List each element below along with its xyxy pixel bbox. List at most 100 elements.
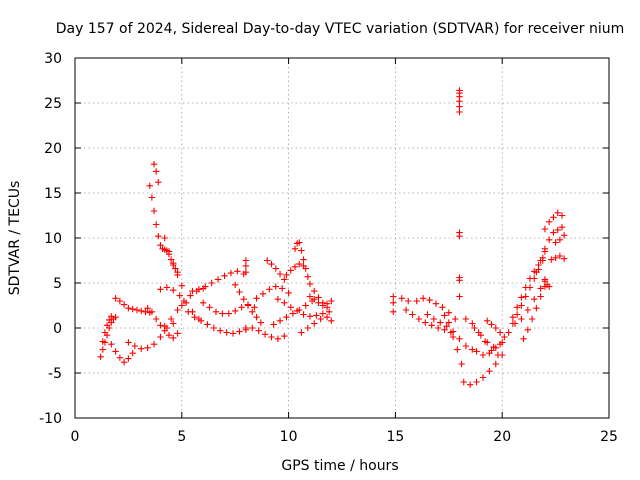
data-point xyxy=(227,269,235,277)
series-arc40 xyxy=(511,276,549,327)
data-point xyxy=(522,284,529,291)
data-point xyxy=(535,261,542,269)
data-point xyxy=(306,280,314,288)
data-point xyxy=(174,271,181,279)
data-point xyxy=(152,221,160,228)
data-point xyxy=(541,245,549,252)
data-point xyxy=(300,256,307,263)
data-point xyxy=(240,296,247,303)
data-point xyxy=(108,341,115,348)
data-point xyxy=(313,312,320,319)
data-point xyxy=(469,346,476,353)
data-point xyxy=(120,301,128,308)
data-point xyxy=(253,295,260,302)
series-arc45 xyxy=(541,278,553,290)
data-point xyxy=(165,332,173,339)
data-point xyxy=(221,272,228,279)
y-tick-label: -10 xyxy=(39,411,62,427)
series-arc3 xyxy=(108,341,136,366)
data-point xyxy=(554,226,561,234)
data-point xyxy=(253,314,260,321)
series-arc46 xyxy=(552,232,568,246)
data-point xyxy=(281,276,288,283)
data-point xyxy=(430,315,438,323)
data-point xyxy=(306,313,314,320)
data-point xyxy=(296,239,303,246)
series-arc9 xyxy=(161,234,185,289)
data-point xyxy=(486,368,493,375)
series-arc30 xyxy=(441,312,465,368)
data-point xyxy=(456,87,463,94)
data-point xyxy=(552,239,559,246)
data-point xyxy=(167,315,175,323)
data-point xyxy=(302,302,309,309)
data-point xyxy=(471,324,478,332)
data-point xyxy=(413,297,420,305)
data-point xyxy=(311,320,318,327)
x-tick-label: 5 xyxy=(177,429,186,445)
data-point xyxy=(170,320,177,327)
data-point xyxy=(195,286,203,293)
data-point xyxy=(496,329,504,336)
data-point xyxy=(125,305,132,312)
data-point xyxy=(97,353,104,360)
data-point xyxy=(556,236,564,243)
y-tick-label: 10 xyxy=(44,231,62,247)
data-point xyxy=(180,297,188,305)
data-point xyxy=(456,108,463,116)
data-point xyxy=(101,329,109,336)
data-point xyxy=(185,308,192,315)
data-point xyxy=(148,194,156,201)
data-point xyxy=(99,346,106,353)
data-point xyxy=(550,229,557,236)
data-point xyxy=(439,304,446,311)
data-point xyxy=(473,378,480,386)
data-point xyxy=(452,315,459,323)
data-point xyxy=(157,333,164,341)
data-point xyxy=(170,287,177,294)
data-point xyxy=(291,263,299,270)
data-point xyxy=(170,260,177,267)
data-point xyxy=(178,302,185,309)
data-point xyxy=(454,346,461,353)
data-point xyxy=(558,212,566,219)
series-arc42 xyxy=(533,224,566,276)
data-point xyxy=(462,315,470,323)
data-point xyxy=(432,300,440,307)
data-point xyxy=(449,328,457,335)
data-point xyxy=(208,279,215,287)
data-point xyxy=(150,161,158,168)
data-point xyxy=(445,319,452,326)
data-point xyxy=(138,345,145,352)
data-point xyxy=(191,314,198,321)
data-point xyxy=(494,351,502,359)
series-arc31 xyxy=(456,87,463,116)
data-point xyxy=(112,314,119,321)
data-point xyxy=(520,335,527,342)
data-point xyxy=(304,273,312,280)
data-point xyxy=(492,344,499,351)
data-point xyxy=(144,344,151,351)
data-point xyxy=(462,342,470,350)
series-arc16 xyxy=(242,257,250,276)
data-point xyxy=(148,308,156,315)
data-point xyxy=(281,299,288,306)
data-point xyxy=(112,295,119,302)
data-point xyxy=(249,308,256,315)
y-tick-label: 20 xyxy=(44,141,62,157)
data-point xyxy=(524,306,532,314)
data-point xyxy=(415,315,423,323)
data-point xyxy=(328,317,335,324)
data-point xyxy=(257,319,265,326)
data-point xyxy=(223,329,230,336)
data-point xyxy=(287,267,294,274)
data-point xyxy=(456,103,463,110)
series-arc15 xyxy=(232,281,265,326)
data-point xyxy=(518,302,525,309)
series-arc24 xyxy=(298,314,335,336)
data-point xyxy=(116,297,124,305)
data-point xyxy=(466,381,474,388)
data-point xyxy=(390,299,397,306)
data-point xyxy=(150,341,158,348)
